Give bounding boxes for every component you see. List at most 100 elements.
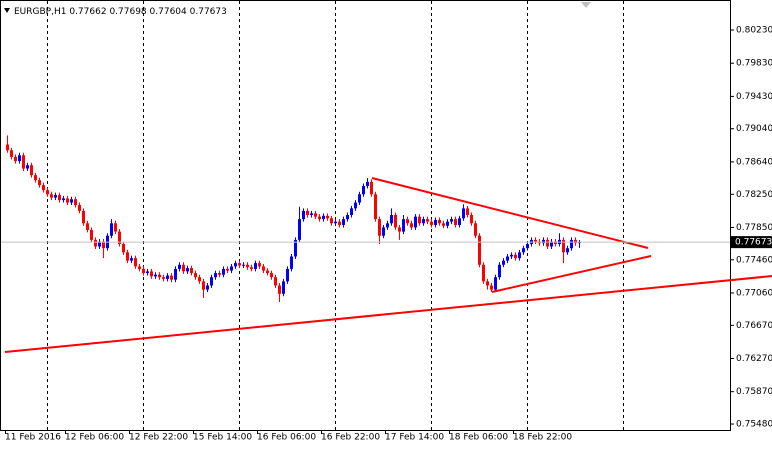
candle-body [74,199,77,206]
candle-body [346,215,349,220]
candle-body [458,218,461,225]
candle-body [118,231,121,245]
candle-body [26,165,29,169]
candle-body [394,215,397,228]
candle-body [174,268,177,280]
x-tick-label: 18 Feb 06:00 [449,433,508,443]
y-tick-label: 0.76270 [736,354,772,364]
candle-body [146,271,149,274]
candle-body [574,239,577,244]
candle-body [226,268,229,271]
candle-body [314,213,317,217]
candle-body [206,285,209,290]
candle-body [262,266,265,271]
candle-body [150,271,153,277]
y-tick-label: 0.77060 [736,288,772,298]
candle-body [270,273,273,278]
candle-body [378,219,381,236]
candle-body [494,277,497,290]
candle-body [178,264,181,269]
candle-body [446,221,449,226]
candle-body [306,210,309,215]
candle-body [14,156,17,162]
candle-body [10,150,13,157]
candle-body [238,263,241,266]
candle-body [190,268,193,274]
y-tick-label: 0.77460 [736,255,772,265]
x-tick-label: 15 Feb 14:00 [193,433,252,443]
candle-body [62,198,65,201]
candle-body [342,219,345,225]
candle-body [294,239,297,257]
candle-body [218,273,221,275]
candle-body [438,219,441,224]
plot-frame [0,0,731,431]
y-tick-label: 0.78250 [736,190,772,200]
y-tick-label: 0.76670 [736,321,772,331]
y-tick-label: 0.75480 [736,420,772,430]
y-tick-label: 0.75870 [736,387,772,397]
candle-body [478,235,481,265]
candle-body [162,277,165,279]
candle-body [242,264,245,266]
trend-line [371,177,649,249]
candle-body [406,219,409,224]
candle-body [374,194,377,220]
candle-body [414,216,417,228]
candle-body [286,268,289,282]
candle-body [222,268,225,275]
candle-body [330,218,333,224]
candle-body [278,285,281,294]
candle-body [334,221,337,224]
candle-body [110,223,113,236]
candle-body [422,219,425,224]
x-tick-label: 16 Feb 06:00 [257,433,316,443]
candle-body [34,175,37,181]
trend-line [491,255,652,293]
candle-body [298,219,301,240]
price-label-box [731,236,772,249]
candle-body [322,215,325,220]
candle-body [338,221,341,225]
candle-body [550,241,553,247]
candle-body [214,273,217,278]
candle-body [466,208,469,215]
candle-body [58,195,61,201]
y-tick-label: 0.77850 [736,223,772,233]
candle-body [410,223,413,228]
candle-body [126,252,129,261]
candle-body [430,221,433,225]
candle-body [170,275,173,280]
x-tick-label: 12 Feb 06:00 [65,433,124,443]
header-open: 0.77662 [69,7,106,17]
symbol: EURGBP,H1 [14,7,66,17]
candle-body [506,256,509,261]
candle-body [54,195,57,198]
candle-body [86,223,89,230]
candle-body [358,194,361,203]
header-high: 0.77698 [109,7,146,17]
trend-line [4,275,772,354]
candle-body [514,254,517,259]
candle-body [454,219,457,225]
candle-body [82,210,85,224]
chart-header: EURGBP,H1 0.77662 0.77698 0.77604 0.7767… [14,7,227,17]
candle-body [210,277,213,286]
candle-body [554,241,557,245]
candle-body [526,244,529,249]
candle-body [98,241,101,247]
candle-body [570,239,573,249]
candle-body [382,227,385,236]
candle-body [90,229,93,240]
candle-body [366,181,369,186]
candle-body [546,239,549,247]
candle-body [510,254,513,257]
candle-body [50,194,53,198]
candle-body [230,266,233,271]
candle-body [350,208,353,215]
candle-body [18,155,21,162]
candle-body [182,264,185,272]
candle-body [38,180,41,186]
y-tick-label: 0.78640 [736,157,772,167]
